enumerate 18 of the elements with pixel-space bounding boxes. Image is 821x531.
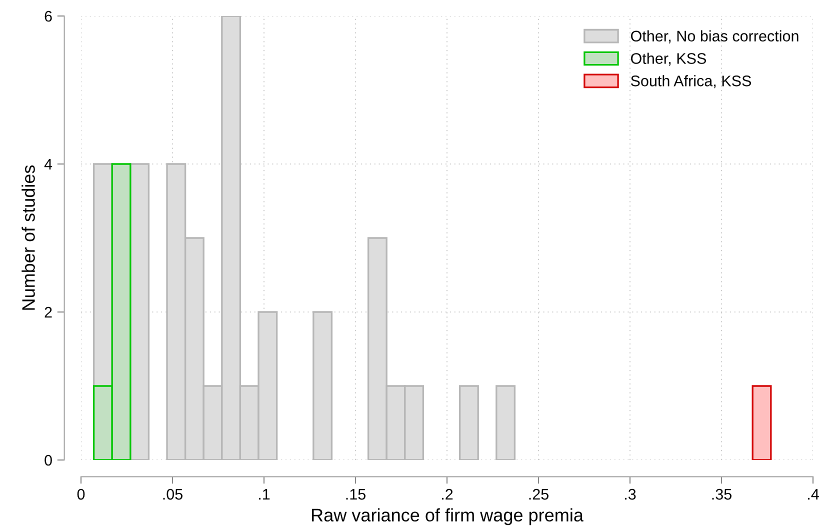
- y-tick-label: 2: [44, 306, 52, 318]
- y-tick-label: 6: [44, 10, 52, 22]
- x-tick-label: 0: [77, 488, 85, 500]
- x-tick-label: .15: [346, 489, 366, 500]
- x-tick-label: .25: [529, 488, 548, 500]
- legend-label: South Africa, KSS: [630, 75, 752, 88]
- y-tick-label: 4: [44, 159, 52, 170]
- x-tick-label: .1: [259, 489, 270, 500]
- y-axis-title: Number of studies: [22, 165, 35, 310]
- x-tick-label: .05: [163, 488, 182, 500]
- x-tick-label: .3: [625, 488, 636, 500]
- x-tick-label: .4: [808, 489, 819, 500]
- x-tick-label: .2: [442, 488, 453, 500]
- legend-label: Other, KSS: [631, 52, 706, 66]
- x-axis-title: Raw variance of firm wage premia: [312, 508, 584, 526]
- x-tick-label: .35: [712, 488, 732, 500]
- legend-label: Other, No bias correction: [631, 30, 798, 44]
- y-tick-label: 0: [44, 454, 52, 466]
